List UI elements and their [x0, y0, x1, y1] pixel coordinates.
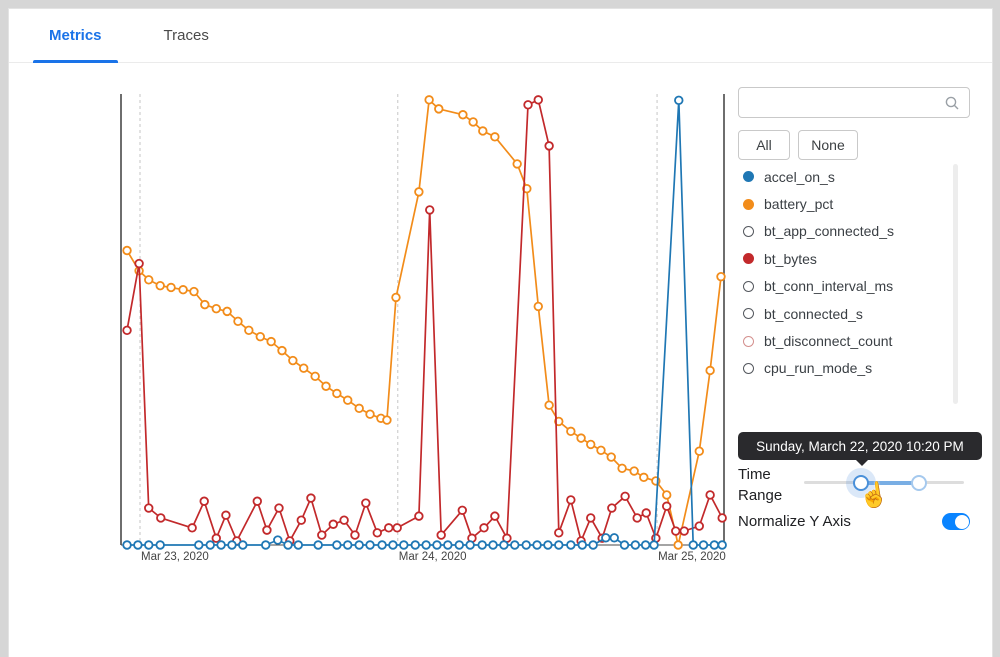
tab-traces[interactable]: Traces — [163, 27, 209, 44]
series-dot-icon — [743, 198, 754, 210]
select-none-button[interactable]: None — [798, 130, 858, 160]
series-dot-icon — [743, 253, 754, 265]
legend-item-accel_on_s[interactable]: accel_on_s — [738, 163, 956, 190]
normalize-y-axis-toggle[interactable] — [942, 513, 970, 530]
legend-item-battery_pct[interactable]: battery_pct — [738, 190, 956, 217]
legend-label: bt_app_connected_s — [764, 223, 894, 240]
svg-text:Mar 24, 2020: Mar 24, 2020 — [399, 551, 467, 563]
toggle-knob — [954, 514, 969, 529]
slider-left-handle[interactable] — [852, 474, 869, 491]
slider-active-track — [860, 480, 920, 485]
app-card: Metrics Traces Mar 23, 2020 Mar 24, 2020 M… — [8, 8, 993, 657]
series-dot-icon — [743, 335, 754, 347]
series-dot-icon — [743, 171, 754, 183]
legend-item-cpu_run_mode_s[interactable]: cpu_run_mode_s — [738, 355, 956, 382]
legend-label: cpu_run_mode_s — [764, 360, 873, 377]
legend-label: bt_conn_interval_ms — [764, 278, 894, 295]
slider-tooltip: Sunday, March 22, 2020 10:20 PM — [738, 432, 982, 466]
series-legend: accel_on_s battery_pct bt_app_connected_… — [738, 163, 956, 382]
legend-label: battery_pct — [764, 196, 834, 213]
legend-label: bt_connected_s — [764, 305, 863, 322]
series-dot-icon — [743, 225, 754, 237]
legend-item-bt_conn_interval_ms[interactable]: bt_conn_interval_ms — [738, 273, 956, 300]
mouse-cursor-icon: ☝ — [857, 480, 891, 511]
legend-label: bt_disconnect_count — [764, 333, 893, 350]
tab-bar: Metrics Traces — [9, 9, 992, 63]
tab-metrics[interactable]: Metrics — [33, 9, 118, 63]
select-all-button[interactable]: All — [738, 130, 790, 160]
metrics-chart[interactable]: Mar 23, 2020 Mar 24, 2020 Mar 25, 2020 — [105, 79, 745, 579]
legend-item-bt_connected_s[interactable]: bt_connected_s — [738, 300, 956, 327]
legend-item-bt_bytes[interactable]: bt_bytes — [738, 245, 956, 272]
search-input[interactable] — [739, 88, 944, 117]
legend-scrollbar[interactable] — [953, 164, 958, 404]
svg-text:Mar 23, 2020: Mar 23, 2020 — [141, 551, 209, 563]
legend-search — [738, 87, 970, 118]
slider-right-handle[interactable] — [911, 474, 928, 491]
series-dot-icon — [743, 280, 754, 292]
normalize-y-axis-label: Normalize Y Axis — [738, 513, 851, 530]
legend-label: accel_on_s — [764, 168, 835, 185]
svg-text:Mar 25, 2020: Mar 25, 2020 — [658, 551, 726, 563]
series-dot-icon — [743, 308, 754, 320]
legend-label: bt_bytes — [764, 250, 817, 267]
series-dot-icon — [743, 362, 754, 374]
legend-item-bt_app_connected_s[interactable]: bt_app_connected_s — [738, 218, 956, 245]
legend-item-bt_disconnect_count[interactable]: bt_disconnect_count — [738, 327, 956, 354]
search-icon — [944, 95, 960, 111]
time-range-label: Time Range — [738, 466, 783, 504]
